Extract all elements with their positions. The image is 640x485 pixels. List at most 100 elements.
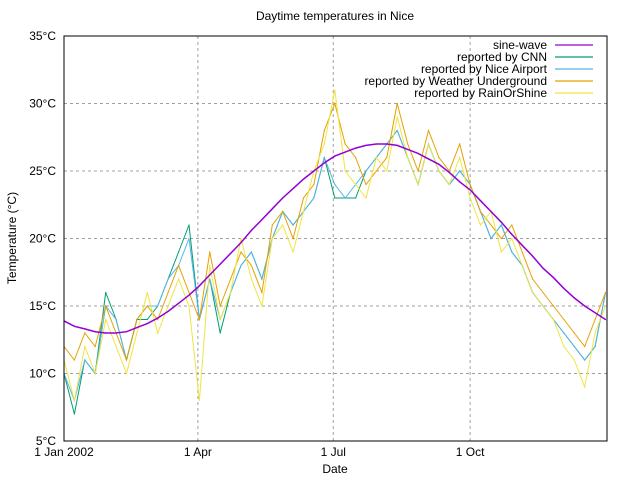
data-point	[604, 318, 607, 321]
data-point	[375, 170, 377, 172]
data-point	[511, 251, 513, 253]
data-point	[261, 219, 263, 221]
data-point	[178, 264, 180, 267]
data-point	[521, 264, 523, 267]
data-point	[136, 332, 138, 334]
data-point	[532, 291, 534, 294]
data-point	[365, 144, 367, 146]
data-point	[219, 305, 221, 307]
data-point	[302, 178, 305, 180]
data-point	[115, 345, 117, 348]
data-point	[167, 310, 169, 312]
legend-label: reported by RainOrShine	[414, 86, 547, 100]
x-tick-label: 1 Jan 2002	[34, 445, 94, 459]
data-point	[178, 251, 180, 253]
data-point	[427, 158, 430, 160]
y-tick-label: 10°C	[29, 367, 56, 381]
data-point	[479, 200, 482, 202]
data-point	[521, 251, 523, 253]
data-point	[448, 171, 450, 173]
y-tick-label: 20°C	[29, 232, 56, 246]
data-point	[417, 170, 419, 172]
data-point	[167, 305, 169, 307]
data-point	[396, 144, 398, 146]
data-point	[365, 183, 367, 186]
data-point	[417, 152, 419, 154]
data-point	[125, 359, 128, 361]
data-point	[386, 170, 388, 172]
data-point	[250, 278, 252, 280]
data-point	[282, 197, 284, 199]
data-point	[365, 170, 367, 172]
data-point	[407, 143, 409, 145]
data-point	[219, 332, 221, 334]
legend-label: reported by Nice Airport	[421, 62, 548, 76]
data-point	[84, 332, 86, 334]
data-point	[438, 170, 440, 172]
legend-item: reported by CNN	[457, 50, 593, 64]
x-axis-label: Date	[322, 462, 348, 476]
data-point	[594, 345, 596, 348]
data-point	[511, 237, 513, 240]
data-point	[146, 318, 148, 321]
data-point	[73, 359, 75, 361]
data-point	[188, 294, 190, 296]
data-point	[292, 237, 294, 240]
data-point	[584, 386, 586, 388]
data-point	[521, 244, 523, 246]
data-point	[157, 332, 159, 334]
data-point	[334, 183, 336, 186]
data-point	[459, 181, 461, 183]
data-point	[604, 305, 607, 307]
y-tick-label: 15°C	[29, 299, 56, 313]
data-point	[500, 251, 502, 253]
data-point	[240, 242, 242, 244]
data-point	[115, 318, 117, 321]
data-point	[490, 224, 492, 226]
data-point	[105, 291, 107, 294]
data-point	[188, 224, 190, 226]
data-point	[146, 291, 148, 294]
data-point	[261, 278, 263, 280]
data-point	[178, 302, 180, 304]
x-axis-ticks: 1 Jan 2002 1 Apr 1 Jul 1 Oct	[34, 445, 485, 459]
data-point	[178, 278, 180, 280]
data-point	[375, 143, 377, 145]
y-tick-label: 25°C	[29, 164, 56, 178]
data-point	[573, 332, 575, 334]
data-point	[479, 210, 482, 213]
data-point	[396, 129, 398, 132]
data-point	[490, 210, 492, 213]
series-line	[63, 101, 606, 362]
data-point	[375, 156, 377, 159]
data-point	[167, 291, 169, 294]
data-point	[355, 156, 357, 159]
data-point	[313, 170, 315, 172]
data-point	[396, 116, 398, 118]
data-point	[94, 372, 96, 375]
data-point	[146, 305, 148, 307]
data-point	[407, 148, 409, 150]
data-point	[157, 317, 159, 319]
data-point	[105, 332, 107, 334]
data-point	[209, 274, 211, 276]
data-point	[584, 305, 586, 307]
data-point	[355, 147, 357, 149]
data-point	[594, 312, 596, 314]
data-point	[459, 143, 461, 145]
data-point	[386, 143, 388, 145]
series-reported-by-weather-underground	[63, 101, 607, 362]
data-point	[230, 252, 232, 254]
x-tick-label: 1 Apr	[184, 445, 212, 459]
data-point	[136, 327, 138, 329]
data-point	[344, 170, 346, 172]
series-sine-wave	[63, 143, 607, 334]
data-point	[230, 278, 232, 280]
data-point	[500, 237, 502, 240]
data-point	[302, 210, 305, 213]
data-point	[94, 345, 96, 348]
data-point	[250, 251, 252, 253]
data-point	[282, 210, 284, 213]
series-reported-by-rainorshine	[63, 89, 607, 402]
data-point	[604, 291, 607, 294]
